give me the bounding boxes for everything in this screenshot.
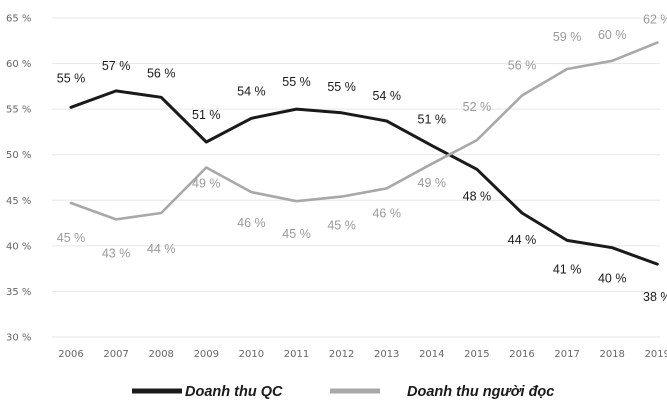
series-line-doanh-thu-nguoi-doc bbox=[69, 41, 659, 221]
y-tick-label: 45 % bbox=[6, 196, 31, 207]
grid bbox=[52, 17, 660, 338]
y-tick-label: 65 % bbox=[6, 14, 31, 25]
legend: Doanh thu QC Doanh thu người đọc bbox=[132, 384, 554, 400]
data-label: 44 % bbox=[508, 233, 537, 247]
data-label: 52 % bbox=[463, 100, 492, 114]
x-tick-label: 2012 bbox=[329, 349, 354, 360]
data-label: 41 % bbox=[553, 262, 582, 276]
x-tick-label: 2013 bbox=[374, 349, 399, 360]
series-line-doanh-thu-qc bbox=[69, 89, 659, 266]
series-lines bbox=[69, 41, 659, 266]
y-tick-label: 50 % bbox=[6, 150, 31, 161]
data-label: 54 % bbox=[372, 89, 401, 103]
data-label: 46 % bbox=[237, 216, 266, 230]
data-label: 60 % bbox=[598, 28, 627, 42]
x-tick-label: 2007 bbox=[103, 349, 128, 360]
x-tick-label: 2015 bbox=[464, 349, 489, 360]
data-label: 62 % bbox=[643, 13, 667, 27]
data-label: 57 % bbox=[102, 59, 131, 73]
x-tick-label: 2014 bbox=[419, 349, 444, 360]
y-tick-label: 55 % bbox=[6, 105, 31, 116]
data-label: 55 % bbox=[327, 80, 356, 94]
data-label: 38 % bbox=[643, 290, 667, 304]
y-axis-ticks: 30 % 35 % 40 % 45 % 50 % 55 % 60 % 65 % bbox=[6, 14, 31, 344]
legend-label: Doanh thu QC bbox=[185, 384, 283, 400]
data-label: 45 % bbox=[327, 219, 356, 233]
x-tick-label: 2016 bbox=[509, 349, 534, 360]
legend-label: Doanh thu người đọc bbox=[407, 384, 554, 400]
data-label: 40 % bbox=[598, 272, 627, 286]
y-tick-label: 30 % bbox=[6, 333, 31, 344]
data-label: 56 % bbox=[147, 66, 176, 80]
data-label: 59 % bbox=[553, 30, 582, 44]
data-label: 54 % bbox=[237, 84, 266, 98]
data-label: 49 % bbox=[418, 176, 447, 190]
x-axis-ticks: 2006 2007 2008 2009 2010 2011 2012 2013 2014 2015… bbox=[58, 349, 667, 360]
data-label: 55 % bbox=[282, 75, 311, 89]
y-tick-label: 35 % bbox=[6, 287, 31, 298]
data-label: 49 % bbox=[192, 176, 221, 190]
x-tick-label: 2018 bbox=[599, 349, 624, 360]
data-label: 55 % bbox=[57, 71, 86, 85]
data-label: 56 % bbox=[508, 58, 537, 72]
x-tick-label: 2006 bbox=[58, 349, 83, 360]
x-tick-label: 2010 bbox=[239, 349, 264, 360]
data-label: 48 % bbox=[463, 189, 492, 203]
data-label: 43 % bbox=[102, 246, 131, 260]
data-label: 51 % bbox=[418, 113, 447, 127]
data-labels: 55 % 57 % 56 % 51 % 54 % 55 % 55 % 54 % 51 % 48 %… bbox=[57, 13, 667, 304]
x-tick-label: 2008 bbox=[148, 349, 173, 360]
x-tick-label: 2009 bbox=[194, 349, 219, 360]
data-label: 45 % bbox=[282, 227, 311, 241]
data-label: 45 % bbox=[57, 231, 86, 245]
data-label: 46 % bbox=[372, 206, 401, 220]
x-tick-label: 2011 bbox=[284, 349, 309, 360]
data-label: 51 % bbox=[192, 108, 221, 122]
y-tick-label: 60 % bbox=[6, 59, 31, 70]
data-label: 44 % bbox=[147, 242, 176, 256]
x-tick-label: 2019 bbox=[645, 349, 667, 360]
x-tick-label: 2017 bbox=[554, 349, 579, 360]
y-tick-label: 40 % bbox=[6, 241, 31, 252]
